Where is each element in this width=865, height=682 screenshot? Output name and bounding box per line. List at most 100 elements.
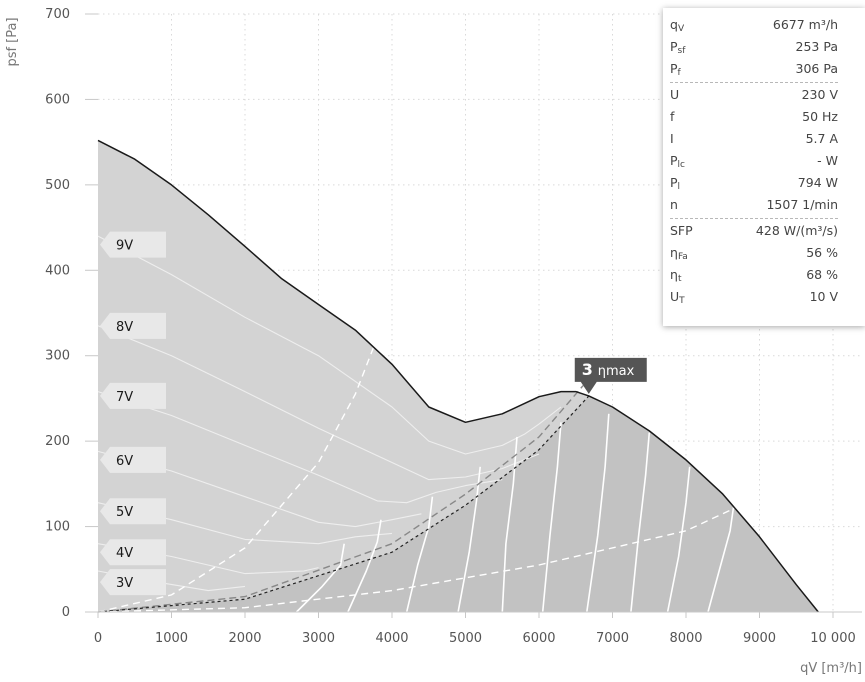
max-performance-curve xyxy=(97,139,819,613)
voltage-tag-4v: 4V xyxy=(100,539,166,566)
info-row: Psf 253 Pa xyxy=(663,36,865,58)
voltage-tag-6v: 6V xyxy=(100,446,166,473)
operating-point-info-box: qV 6677 m³/h Psf 253 Pa Pf 306 Pa U 230 V f 50 Hz… xyxy=(663,8,865,326)
info-value: 428 W/(m³/s) xyxy=(755,223,838,238)
info-symbol: n xyxy=(670,197,678,212)
isoefficiency-curve xyxy=(707,505,735,613)
voltage-tag-label: 7V xyxy=(116,390,133,405)
x-tick-label: 7000 xyxy=(596,631,629,646)
voltage-tag-8v: 8V xyxy=(100,312,166,339)
operating-point-label: ηmax xyxy=(598,364,635,379)
voltage-tag-label: 9V xyxy=(116,239,133,254)
info-row: U 230 V xyxy=(663,84,865,106)
info-value: 68 % xyxy=(806,267,838,282)
info-value: 794 W xyxy=(797,175,838,190)
operating-point-number: 3 xyxy=(582,360,593,379)
x-axis-title: qV [m³/h] xyxy=(800,661,862,676)
isoefficiency-curve xyxy=(295,543,345,613)
info-value: 10 V xyxy=(809,289,838,304)
isoefficiency-curve xyxy=(541,422,562,613)
limit-line-left xyxy=(97,346,375,613)
voltage-tag-shape xyxy=(100,446,166,473)
info-symbol: Pf xyxy=(670,61,681,78)
info-row: Pf 306 Pa xyxy=(663,58,865,80)
info-symbol: UT xyxy=(670,289,685,306)
limit-line-lower xyxy=(97,504,742,613)
info-separator xyxy=(670,82,838,83)
voltage-curve-7v xyxy=(97,391,503,504)
voltage-tag-label: 4V xyxy=(116,546,133,561)
info-value: 253 Pa xyxy=(795,39,838,54)
x-tick-label: 4000 xyxy=(375,631,408,646)
y-tick-label: 0 xyxy=(62,605,70,620)
x-tick-label: 9000 xyxy=(743,631,776,646)
x-tick-label: 2000 xyxy=(228,631,261,646)
info-value: 56 % xyxy=(806,245,838,260)
voltage-curve-8v xyxy=(97,325,540,481)
isoefficiency-curve xyxy=(666,466,691,613)
x-tick-label: 8000 xyxy=(669,631,702,646)
x-tick-label: 0 xyxy=(94,631,102,646)
info-row: f 50 Hz xyxy=(663,106,865,128)
info-symbol: SFP xyxy=(670,223,693,238)
voltage-tag-label: 6V xyxy=(116,454,133,469)
y-axis-title: psf [Pa] xyxy=(5,17,20,66)
info-row: I 5.7 A xyxy=(663,128,865,150)
isoefficiency-curve xyxy=(586,413,610,613)
info-symbol: ηt xyxy=(670,267,682,284)
isoefficiency-curve xyxy=(630,432,651,613)
system-curve-upper xyxy=(97,385,584,613)
info-row: Pl 794 W xyxy=(663,172,865,194)
info-row: SFP 428 W/(m³/s) xyxy=(663,220,865,242)
info-value: 306 Pa xyxy=(795,61,838,76)
info-symbol: qV xyxy=(670,17,685,34)
voltage-tag-label: 3V xyxy=(116,576,133,591)
isoefficiency-curve xyxy=(501,436,518,613)
voltage-tag-shape xyxy=(100,569,166,596)
y-tick-label: 400 xyxy=(45,263,70,278)
info-symbol: Pl xyxy=(670,175,681,192)
info-symbol: U xyxy=(670,87,680,102)
info-symbol: Plc xyxy=(670,153,685,170)
y-tick-label: 200 xyxy=(45,434,70,449)
voltage-curve-9v xyxy=(97,235,562,455)
y-tick-label: 600 xyxy=(45,92,70,107)
info-value: 6677 m³/h xyxy=(772,17,838,32)
voltage-tag-shape xyxy=(100,382,166,409)
info-symbol: Psf xyxy=(670,39,686,56)
y-tick-label: 100 xyxy=(45,520,70,535)
voltage-tag-label: 8V xyxy=(116,320,133,335)
isoefficiency-curve xyxy=(347,519,382,613)
voltage-tag-5v: 5V xyxy=(100,498,166,525)
info-value: 1507 1/min xyxy=(766,197,838,212)
x-tick-label: 10 000 xyxy=(810,631,856,646)
info-row: ηt 68 % xyxy=(663,264,865,286)
info-row: UT 10 V xyxy=(663,286,865,308)
x-tick-label: 1000 xyxy=(155,631,188,646)
info-value: - W xyxy=(817,153,838,168)
info-symbol: f xyxy=(670,109,675,124)
x-tick-label: 6000 xyxy=(522,631,555,646)
info-row: ηFa 56 % xyxy=(663,242,865,264)
info-row: n 1507 1/min xyxy=(663,194,865,216)
info-symbol: I xyxy=(670,131,674,146)
operating-point-callout xyxy=(574,357,647,394)
info-row: qV 6677 m³/h xyxy=(663,14,865,36)
y-tick-label: 700 xyxy=(45,7,70,22)
info-value: 50 Hz xyxy=(802,109,838,124)
info-separator xyxy=(670,218,838,219)
info-row: Plc - W xyxy=(663,150,865,172)
isoefficiency-curve xyxy=(405,496,434,613)
info-symbol: ηFa xyxy=(670,245,688,262)
voltage-tag-shape xyxy=(100,498,166,525)
voltage-tag-7v: 7V xyxy=(100,382,166,409)
voltage-tag-shape xyxy=(100,312,166,339)
y-tick-label: 300 xyxy=(45,349,70,364)
voltage-tag-9v: 9V xyxy=(100,231,166,258)
voltage-curve-6v xyxy=(97,450,422,528)
x-tick-label: 5000 xyxy=(449,631,482,646)
info-value: 5.7 A xyxy=(805,131,838,146)
operating-point-marker: 3 ηmax xyxy=(574,357,647,394)
voltage-tag-shape xyxy=(100,231,166,258)
